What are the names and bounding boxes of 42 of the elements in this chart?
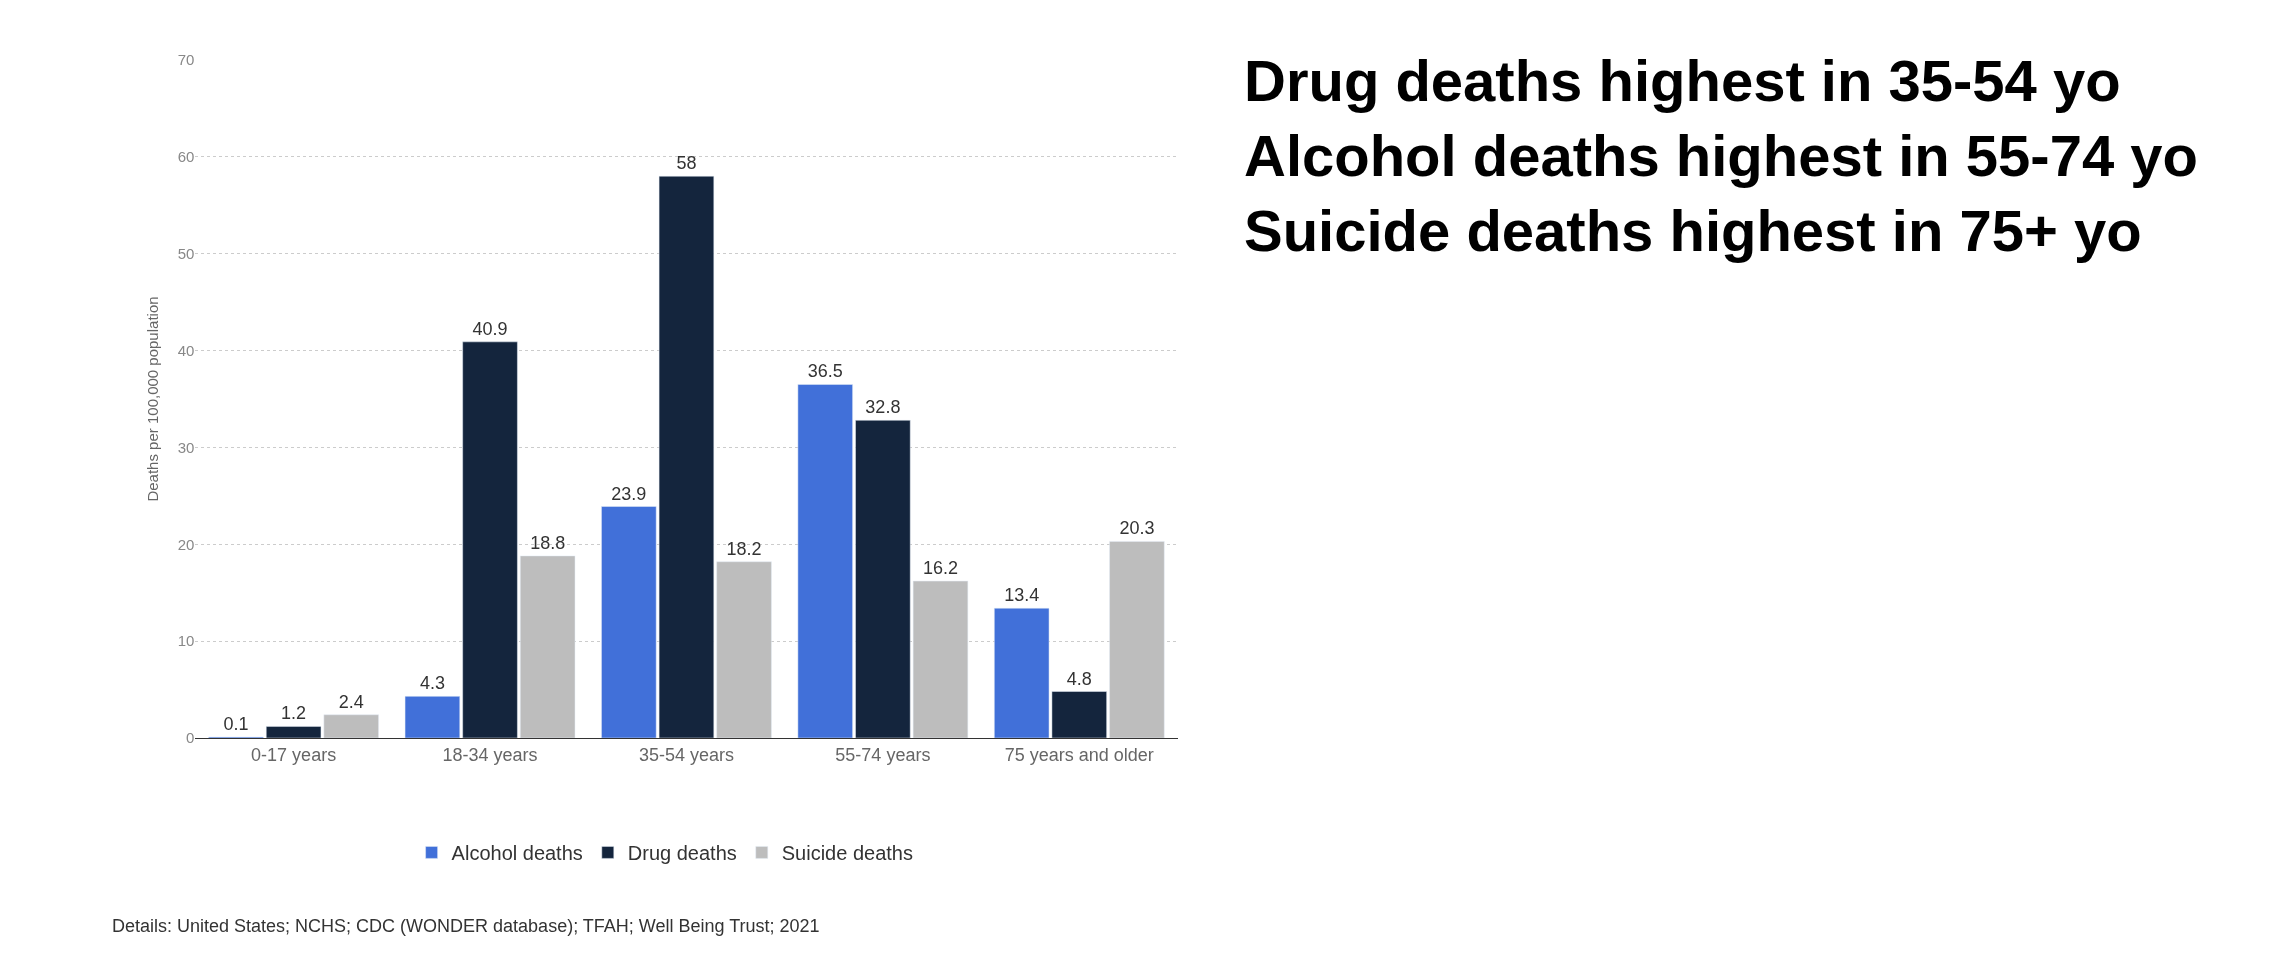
x-tick-label: 75 years and older [1004,744,1154,765]
legend-label: Drug deaths [627,842,737,865]
x-tick-label: 18-34 years [442,744,538,765]
text: Suicide deaths highest in 75+ yo [1244,198,2142,263]
y-tick-label: 60 [177,148,195,166]
data-label: 58 [676,153,697,174]
data-label: 32.8 [865,397,901,418]
data-label: 36.5 [807,361,843,382]
text: Drug deaths highest in 35-54 yo [1244,48,2121,113]
x-tick-label: 55-74 years [835,744,931,765]
bar [716,561,772,738]
data-label: 23.9 [611,483,647,504]
bar [462,341,518,738]
text: Details: United States; NCHS; CDC (WONDER database); TFAH; Well Being Trust; 2021 [112,916,820,936]
data-label: 20.3 [1119,518,1155,539]
y-tick-label: 20 [177,535,195,553]
legend-label: Suicide deaths [781,842,913,865]
data-label: 4.3 [419,673,445,694]
data-label: 2.4 [338,691,364,712]
y-tick-label: 70 [177,51,195,69]
data-label: 18.8 [530,532,566,553]
legend-label: Alcohol deaths [451,842,583,865]
y-tick-label: 40 [177,341,195,359]
data-label: 0.1 [223,714,249,735]
y-tick-label: 0 [186,729,195,747]
text: Alcohol deaths highest in 55-74 yo [1244,123,2198,188]
x-tick-label: 0-17 years [251,744,337,765]
bar [404,696,461,738]
data-label: 13.4 [1004,585,1040,606]
data-label: 40.9 [472,318,508,339]
data-label: 18.2 [726,538,762,559]
bar [797,384,853,738]
data-label: 16.2 [922,558,959,579]
y-axis-title: Deaths per 100,000 population [143,296,161,502]
y-tick-label: 10 [177,632,195,650]
x-tick-label: 35-54 years [638,744,734,765]
y-tick-label: 30 [177,438,195,456]
data-label: 4.8 [1066,668,1092,689]
bar [520,555,576,738]
y-tick-label: 50 [177,244,195,262]
data-label: 1.2 [281,703,307,724]
bar [1109,541,1165,738]
